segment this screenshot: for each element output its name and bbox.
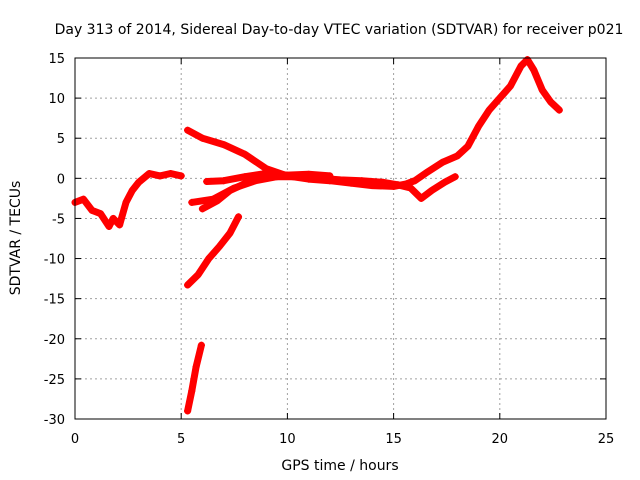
data-point-marker [555,106,563,114]
data-point-marker [464,142,472,150]
data-point-marker [326,172,334,180]
y-tick-label: -30 [44,413,65,428]
data-point-marker [88,206,96,214]
data-point-marker [192,363,200,371]
data-point-marker [517,62,525,70]
x-tick-label: 15 [385,432,402,447]
data-point-marker [188,198,196,206]
data-point-marker [235,213,243,221]
data-point-marker [496,94,504,102]
data-point-marker [105,222,113,230]
data-point-marker [283,171,291,179]
data-point-marker [145,170,153,178]
y-tick-label: 10 [48,92,65,107]
data-point-marker [407,184,415,192]
data-point-marker [135,178,143,186]
data-point-marker [424,168,432,176]
data-point-marker [215,243,223,251]
data-point-marker [184,126,192,134]
data-point-marker [156,172,164,180]
data-point-marker [428,186,436,194]
data-point-marker [394,181,402,189]
data-point-marker [438,158,446,166]
data-point-marker [530,66,538,74]
data-point-marker [538,86,546,94]
data-point-marker [241,150,249,158]
data-point-marker [220,177,228,185]
data-point-marker [198,205,206,213]
x-tick-label: 10 [279,432,296,447]
data-point-marker [96,210,104,218]
plot-frame [74,57,607,420]
y-axis-label: SDTVAR / TECUs [8,181,24,296]
y-tick-label: -20 [44,333,65,348]
y-tick-label: 0 [57,172,65,187]
data-point-marker [523,56,531,64]
data-point-marker [198,134,206,142]
data-point-marker [451,173,459,181]
data-point-marker [547,98,555,106]
series-track-6 [184,213,242,289]
series-track-2 [184,56,563,190]
data-point-marker [226,186,234,194]
grid-layer [75,58,606,419]
data-point-marker [226,229,234,237]
series-track-7 [184,341,205,415]
data-point-marker [379,178,387,186]
data-point-marker [194,271,202,279]
y-tick-label: -10 [44,253,65,268]
data-point-marker [177,172,185,180]
y-tick-label: -25 [44,373,65,388]
data-point-marker [197,341,205,349]
y-tick-label: 5 [57,132,65,147]
data-point-marker [213,197,221,205]
y-tick-label: -5 [52,212,65,227]
data-point-marker [79,195,87,203]
data-point-marker [188,387,196,395]
data-point-marker [128,186,136,194]
data-point-marker [116,221,124,229]
data-point-marker [417,194,425,202]
y-tick-label: -15 [44,293,65,308]
data-point-marker [262,170,270,178]
data-point-marker [184,281,192,289]
data-point-marker [122,198,130,206]
data-point-marker [205,255,213,263]
data-point-marker [485,106,493,114]
data-point-marker [184,407,192,415]
data-point-marker [203,178,211,186]
data-point-marker [506,82,514,90]
data-point-marker [241,173,249,181]
tick-layer: 0 5 10 15 20 25 15 10 5 0 -5 -10 -15 -20 -25 -30 [44,52,615,447]
series-layer [71,56,563,415]
x-tick-label: 25 [598,432,615,447]
data-point-marker [441,178,449,186]
data-point-marker [220,141,228,149]
x-tick-label: 5 [177,432,185,447]
x-tick-label: 20 [492,432,509,447]
chart-title: Day 313 of 2014, Sidereal Day-to-day VTE… [55,22,624,38]
data-point-marker [337,176,344,184]
data-point-marker [167,170,175,178]
data-point-marker [411,177,419,185]
data-point-marker [109,214,117,222]
data-point-marker [305,170,313,178]
x-axis-label: GPS time / hours [281,458,398,474]
y-tick-label: 15 [48,52,65,67]
data-point-marker [237,182,245,190]
data-point-marker [453,152,461,160]
data-point-marker [358,177,366,185]
data-point-marker [475,122,483,130]
x-tick-label: 0 [71,432,79,447]
